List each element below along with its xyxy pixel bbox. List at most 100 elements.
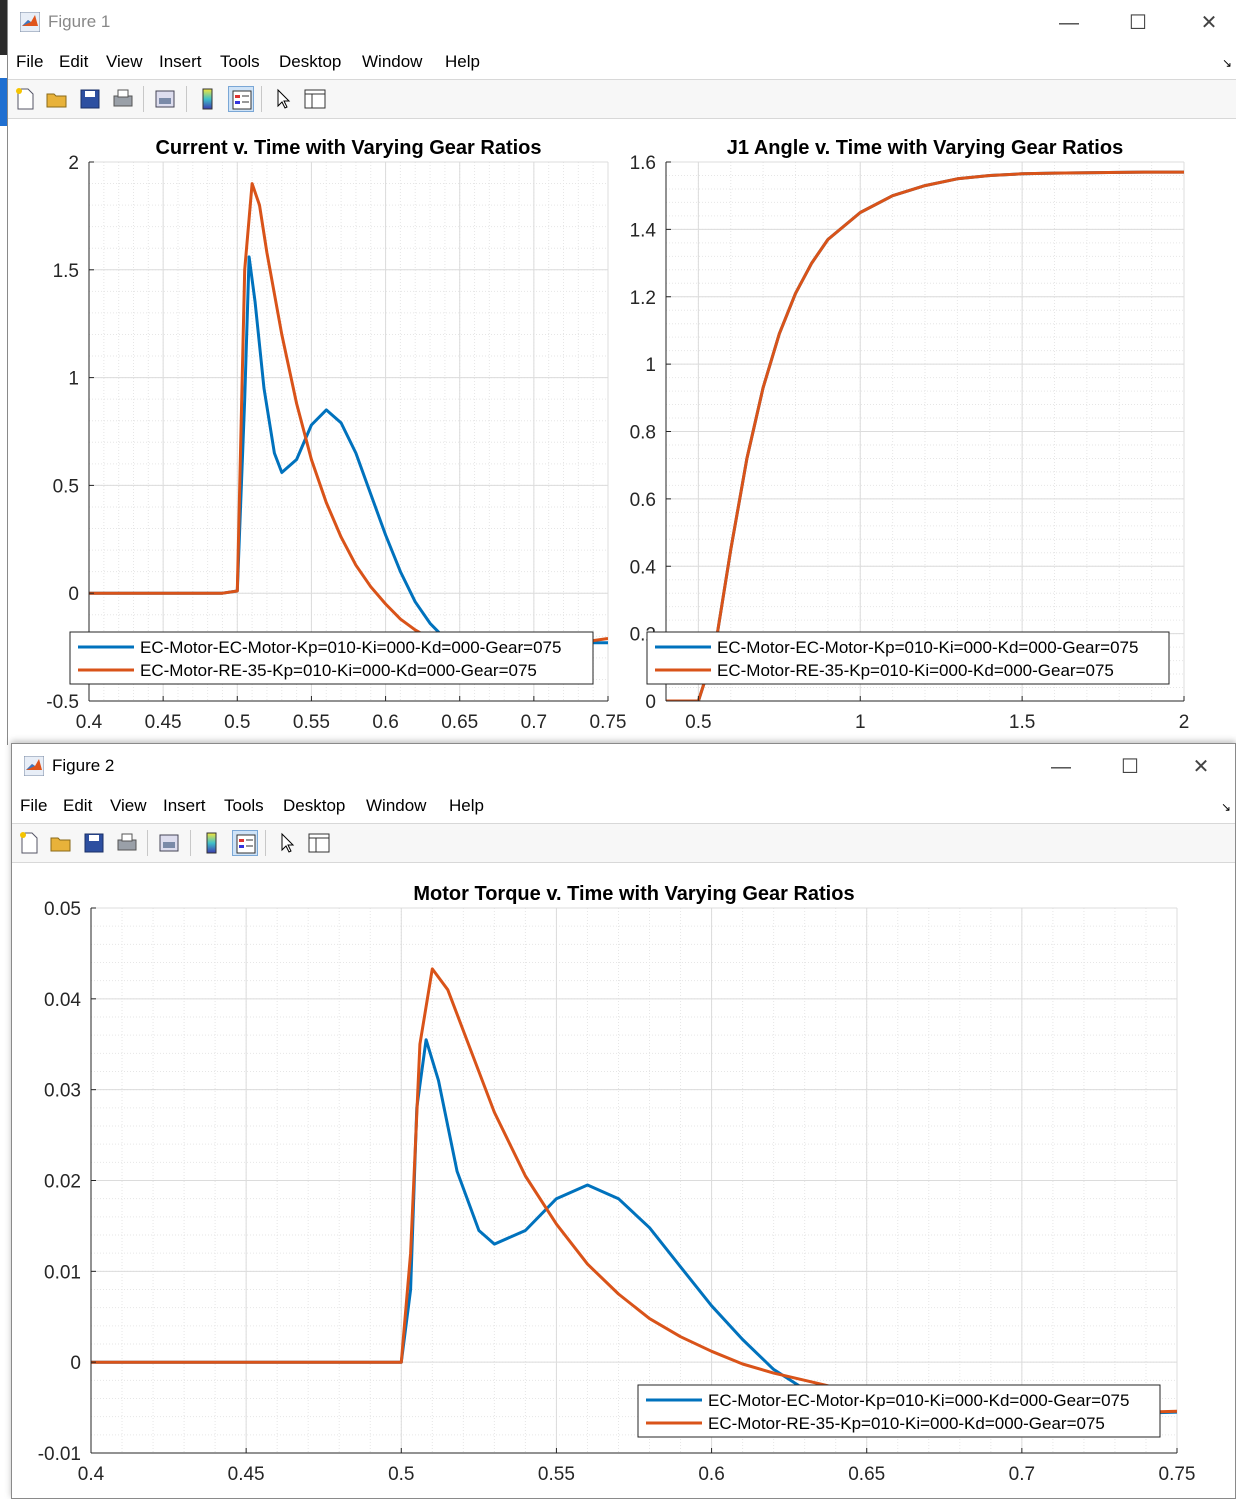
chart-0: 0.4 0.45 0.5 0.55 0.6 0.65 0.7 0.75 -0.5 0 0.5 1 1.5… [46,137,626,733]
close-button[interactable]: ✕ [1200,12,1218,34]
new-file-icon [20,832,38,854]
window-title: Figure 1 [48,12,111,31]
colorbar-button[interactable] [198,830,224,856]
dock-arrow-icon[interactable]: ↘ [1220,800,1231,814]
legend-button[interactable] [228,86,254,112]
chart-2: 0.4 0.45 0.5 0.55 0.6 0.65 0.7 0.75 -0.01 0 0.01 0.… [38,883,1196,1485]
figure-2-window[interactable]: Figure 2 — ☐ ✕ File Edit View Insert Too… [11,743,1236,1499]
y-tick-label: 2 [68,153,79,174]
maximize-button[interactable]: ☐ [1121,756,1139,778]
menu-view[interactable]: View [110,796,147,815]
menu-desktop[interactable]: Desktop [283,796,346,815]
x-tick-label: 0.5 [685,712,711,733]
print-preview-button[interactable] [156,830,182,856]
chart-title: Motor Torque v. Time with Varying Gear R… [413,883,854,905]
print-button[interactable] [110,86,136,112]
property-editor-button[interactable] [302,86,328,112]
save-button[interactable] [77,86,103,112]
maximize-button[interactable]: ☐ [1129,12,1147,34]
menu-edit[interactable]: Edit [59,52,89,71]
legend[interactable]: EC-Motor-EC-Motor-Kp=010-Ki=000-Kd=000-G… [69,631,594,685]
new-file-button[interactable] [16,830,42,856]
y-tick-label: 1.5 [53,261,79,282]
legend[interactable]: EC-Motor-EC-Motor-Kp=010-Ki=000-Kd=000-G… [637,1384,1161,1438]
menu-edit[interactable]: Edit [63,796,93,815]
y-tick-label: 1.4 [630,220,657,241]
menu-tools[interactable]: Tools [220,52,260,71]
pointer-button[interactable] [270,86,296,112]
figure-2-axes-area[interactable]: 0.4 0.45 0.5 0.55 0.6 0.65 0.7 0.75 -0.01 0 0.01 0.… [12,861,1235,1498]
background-window-accent [0,78,7,126]
x-tick-label: 0.6 [698,1464,724,1485]
menu-tools[interactable]: Tools [224,796,264,815]
menu-bar: File Edit View Insert Tools Desktop Wind… [12,792,1235,820]
menu-view[interactable]: View [106,52,143,71]
x-tick-label: 0.4 [78,1464,105,1485]
x-tick-label: 1 [855,712,866,733]
legend-box [69,631,594,685]
menu-file[interactable]: File [20,796,48,815]
figure-1-window[interactable]: Figure 1 — ☐ ✕ File Edit View Insert Too… [7,0,1236,745]
legend-icon [236,834,256,854]
legend-entry-2: EC-Motor-RE-35-Kp=010-Ki=000-Kd=000-Gear… [717,661,1114,680]
open-folder-button[interactable] [48,830,74,856]
x-tick-label: 0.7 [1009,1464,1035,1485]
pointer-button[interactable] [274,830,300,856]
print-icon [113,89,133,107]
figure-1-axes-area[interactable]: 0.4 0.45 0.5 0.55 0.6 0.65 0.7 0.75 -0.5 0 0.5 1 1.5… [8,125,1236,745]
open-folder-icon [50,837,71,852]
plot-background [89,162,608,701]
print-button[interactable] [114,830,140,856]
y-tick-label: 0.01 [44,1262,81,1283]
dock-arrow-icon[interactable]: ↘ [1221,56,1232,70]
x-tick-label: 0.7 [521,712,547,733]
property-editor-icon [308,833,330,853]
toolbar-separator [190,830,191,856]
menu-desktop[interactable]: Desktop [279,52,342,71]
property-editor-button[interactable] [306,830,332,856]
x-tick-label: 0.75 [1159,1464,1196,1485]
x-tick-label: 0.4 [76,712,103,733]
new-file-button[interactable] [12,86,38,112]
legend-entry-1: EC-Motor-EC-Motor-Kp=010-Ki=000-Kd=000-G… [708,1391,1129,1410]
print-preview-button[interactable] [152,86,178,112]
y-tick-label: 1 [68,369,79,390]
title-bar[interactable]: Figure 2 — ☐ ✕ [12,744,1235,788]
save-icon [80,89,100,109]
menu-insert[interactable]: Insert [159,52,202,71]
pointer-icon [277,88,291,109]
legend-box [646,631,1170,685]
minimize-button[interactable]: — [1059,12,1079,34]
menu-window[interactable]: Window [362,52,423,71]
legend-button[interactable] [232,830,258,856]
menu-help[interactable]: Help [445,52,480,71]
x-tick-label: 0.65 [441,712,478,733]
menu-help[interactable]: Help [449,796,484,815]
open-folder-button[interactable] [44,86,70,112]
background-window-edge [0,0,7,55]
save-button[interactable] [81,830,107,856]
y-tick-label: 0.02 [44,1172,81,1193]
y-tick-label: 0.8 [630,423,656,444]
menu-insert[interactable]: Insert [163,796,206,815]
menu-window[interactable]: Window [366,796,427,815]
series-line-2 [666,170,1184,701]
close-button[interactable]: ✕ [1192,756,1210,778]
legend-entry-2: EC-Motor-RE-35-Kp=010-Ki=000-Kd=000-Gear… [708,1414,1105,1433]
title-bar[interactable]: Figure 1 — ☐ ✕ [8,0,1236,44]
window-title: Figure 2 [52,756,115,775]
y-tick-label: -0.5 [46,692,79,713]
x-tick-label: 0.5 [388,1464,414,1485]
x-tick-label: 2 [1179,712,1190,733]
x-tick-label: 0.55 [538,1464,575,1485]
chart-1: 0.5 1 1.5 200.20.40.60.811.21.41.6J1 Angle … [630,137,1190,733]
x-tick-label: 0.75 [590,712,627,733]
minimize-button[interactable]: — [1051,756,1071,778]
legend[interactable]: EC-Motor-EC-Motor-Kp=010-Ki=000-Kd=000-G… [646,631,1170,685]
legend-entry-1: EC-Motor-EC-Motor-Kp=010-Ki=000-Kd=000-G… [717,638,1138,657]
print-preview-icon [159,834,179,852]
menu-file[interactable]: File [16,52,44,71]
x-tick-label: 0.6 [372,712,398,733]
colorbar-button[interactable] [194,86,220,112]
toolbar-separator [265,830,266,856]
